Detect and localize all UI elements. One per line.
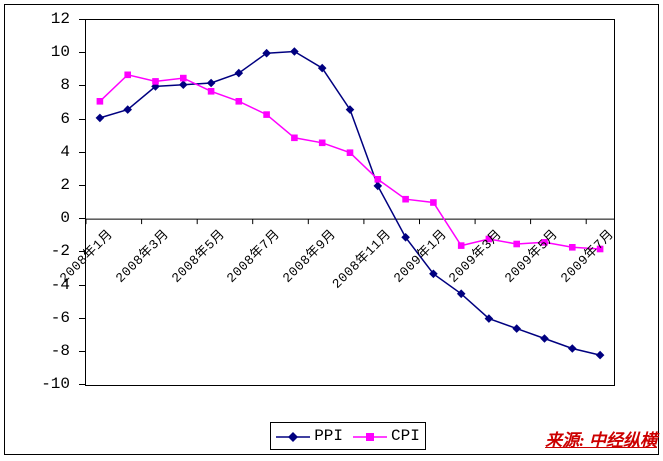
y-tick-label: 4	[60, 142, 70, 161]
ppi-data-point	[206, 78, 216, 88]
cpi-data-point	[235, 98, 243, 105]
cpi-data-point	[457, 242, 465, 249]
cpi-data-point	[180, 74, 187, 82]
cpi-data-point	[96, 98, 104, 105]
ppi-data-point	[290, 47, 299, 56]
ppi-data-point	[595, 350, 605, 360]
cpi-data-point	[402, 195, 409, 203]
ppi-line-marker-icon	[276, 430, 311, 442]
cpi-data-point	[374, 176, 382, 183]
cpi-data-point	[263, 111, 270, 118]
y-tick-label: 10	[50, 43, 70, 62]
y-tick-label: 2	[60, 175, 70, 194]
y-tick-label: 8	[60, 76, 70, 95]
ppi-data-point	[568, 344, 577, 353]
cpi-data-point	[207, 88, 215, 95]
y-tick-label: 0	[60, 209, 70, 228]
ppi-data-point	[95, 113, 105, 123]
y-axis-tick	[79, 218, 86, 220]
cpi-data-point	[124, 71, 131, 79]
cpi-data-point	[152, 78, 159, 85]
ppi-data-point	[317, 63, 327, 73]
source-note: 来源: 中经纵横	[545, 431, 657, 450]
cpi-data-point	[346, 149, 354, 156]
y-tick-label: 12	[50, 10, 70, 28]
y-tick-label: -2	[50, 242, 70, 261]
y-axis-tick	[79, 151, 86, 153]
ppi-data-point	[345, 105, 355, 114]
legend: PPI CPI	[270, 422, 426, 450]
cpi-data-point	[541, 239, 548, 246]
y-tick-label: -4	[50, 275, 70, 294]
legend-item-cpi: CPI	[353, 428, 420, 444]
ppi-data-point	[179, 80, 188, 89]
cpi-line	[99, 73, 601, 250]
cpi-data-point	[513, 240, 520, 248]
ppi-data-point	[484, 314, 494, 323]
ppi-data-point	[540, 334, 549, 343]
y-axis-tick	[79, 350, 86, 352]
y-axis-tick	[79, 384, 86, 385]
ppi-data-point	[512, 324, 521, 333]
ppi-data-point	[234, 68, 244, 78]
ppi-data-point	[262, 48, 271, 58]
plot-area	[85, 19, 615, 386]
ppi-data-point	[401, 233, 410, 242]
legend-label-ppi: PPI	[314, 427, 343, 445]
y-axis-tick	[79, 251, 86, 253]
y-tick-label: 6	[60, 109, 70, 128]
y-axis-tick	[79, 317, 86, 319]
chart-outer-border	[4, 4, 659, 455]
cpi-data-point	[318, 139, 326, 147]
y-axis-tick	[79, 184, 86, 186]
cpi-data-point	[569, 244, 576, 251]
legend-item-ppi: PPI	[276, 428, 343, 444]
cpi-data-point	[430, 199, 437, 206]
ppi-data-point	[456, 289, 466, 299]
ppi-data-point	[429, 269, 438, 279]
y-tick-label: -8	[50, 341, 70, 360]
y-axis-tick	[79, 52, 86, 54]
legend-label-cpi: CPI	[391, 427, 420, 445]
ppi-line	[99, 50, 601, 356]
cpi-line-marker-icon	[353, 430, 387, 442]
cpi-data-point	[596, 245, 604, 253]
y-axis-tick	[79, 118, 86, 120]
cpi-data-point	[291, 134, 298, 142]
y-axis-tick	[79, 19, 86, 20]
ppi-data-point	[373, 181, 383, 191]
y-tick-label: -6	[50, 308, 70, 327]
y-axis-tick	[79, 284, 86, 286]
cpi-data-point	[485, 235, 493, 243]
y-axis-tick	[79, 85, 86, 87]
y-tick-label: -10	[41, 375, 70, 393]
